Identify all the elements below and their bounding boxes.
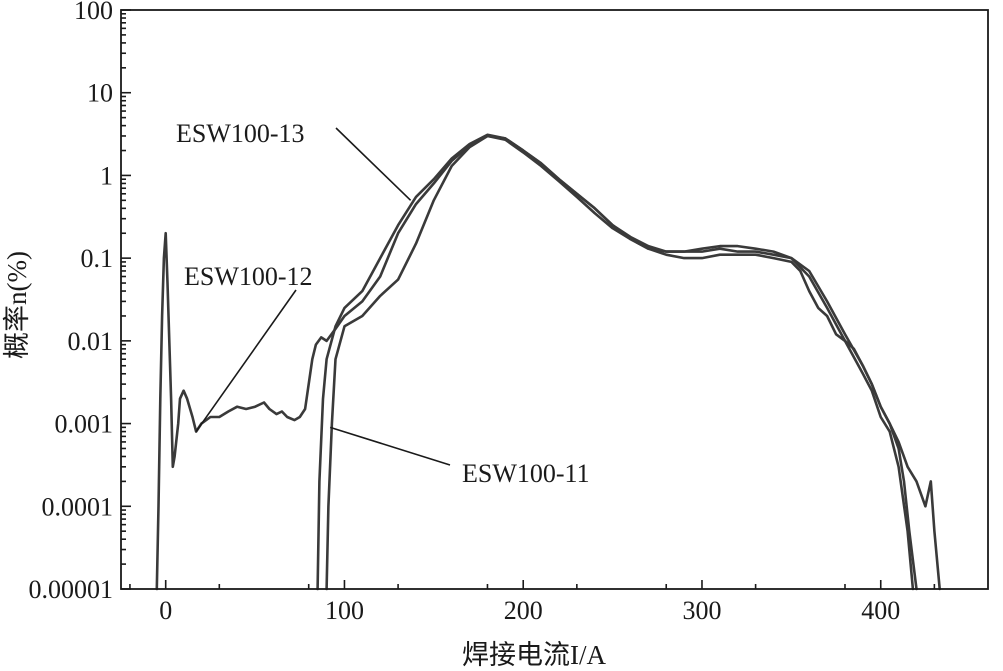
series-line-2: [316, 133, 941, 591]
annotation-leader-line: [329, 426, 451, 466]
series-layer: [155, 133, 941, 591]
annotation-label: ESW100-13: [176, 119, 305, 148]
annotation-label: ESW100-12: [184, 262, 313, 291]
annotation-leader-line: [195, 289, 297, 433]
y-tick-label: 0.01: [68, 327, 114, 356]
x-axis: 0 100 200 300 400: [129, 580, 936, 625]
x-tick-label: 200: [504, 596, 543, 625]
x-tick-label: 0: [159, 596, 172, 625]
y-tick-label: 0.0001: [42, 492, 114, 521]
annotation-leader-line: [335, 127, 412, 201]
x-tick-label: 300: [682, 596, 721, 625]
x-tick-label: 100: [325, 596, 364, 625]
y-tick-label: 100: [74, 0, 113, 25]
y-tick-label: 0.00001: [29, 575, 114, 604]
plot-frame: [120, 9, 989, 590]
x-tick-label: 400: [861, 596, 900, 625]
y-tick-label: 0.1: [81, 244, 114, 273]
series-line-1: [155, 134, 915, 591]
x-axis-title: 焊接电流I/A: [462, 640, 606, 670]
y-tick-label: 1: [100, 161, 113, 190]
annotation-labels: ESW100-13 ESW100-12 ESW100-11: [176, 119, 590, 488]
series-line-3: [325, 134, 918, 591]
annotation-leaders: [195, 127, 451, 466]
y-tick-label: 0.001: [55, 410, 114, 439]
y-tick-label: 10: [87, 79, 113, 108]
y-axis: 100 10 1 0.1 0.01 0.001 0.0001 0.00001: [29, 0, 131, 604]
annotation-label: ESW100-11: [462, 459, 590, 488]
y-axis-title: 概率n(%): [2, 251, 32, 359]
